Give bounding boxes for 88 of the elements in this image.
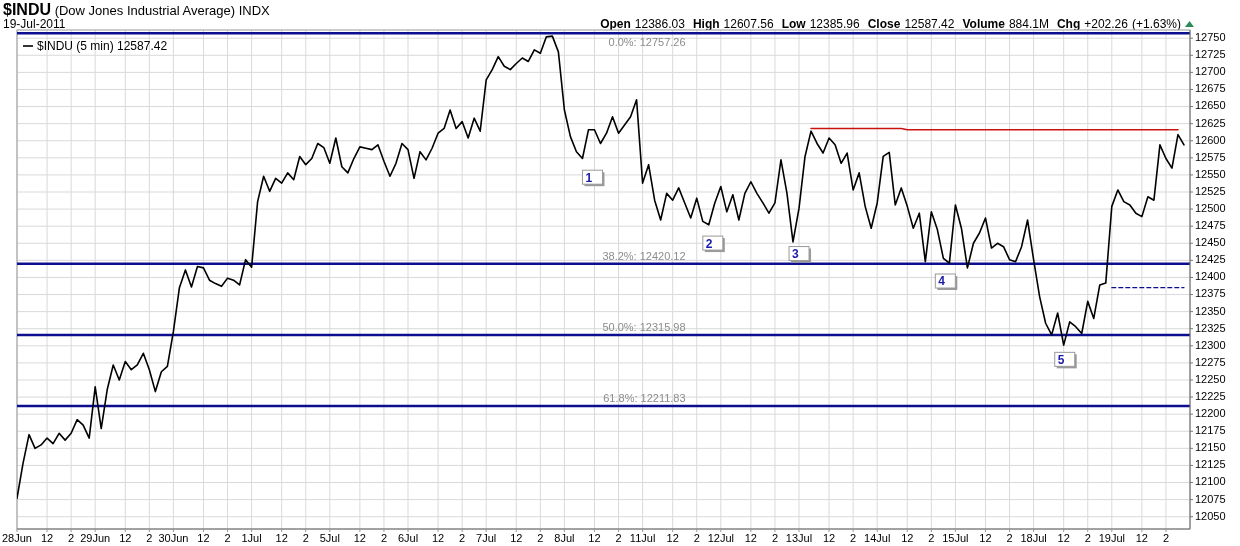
y-tick-label: 12575 [1195, 150, 1226, 163]
x-tick-label: 11Jul [629, 532, 656, 544]
x-tick-label: 5Jul [319, 532, 340, 544]
x-tick-label: 2 [1162, 532, 1169, 544]
y-tick-label: 12250 [1195, 372, 1226, 385]
annotation: 3 [792, 247, 800, 262]
annotation: 5 [1057, 352, 1065, 367]
x-tick-label: 2 [302, 532, 309, 544]
y-tick-label: 12100 [1195, 475, 1226, 488]
x-tick-label: 12 [979, 532, 992, 544]
y-tick-label: 12175 [1195, 424, 1226, 437]
x-tick-label: 12 [666, 532, 679, 544]
x-tick-label: 12 [901, 532, 914, 544]
x-tick-label: 2 [146, 532, 153, 544]
x-tick-label: 29Jun [80, 532, 111, 544]
x-tick-label: 8Jul [554, 532, 575, 544]
x-tick-label: 19Jul [1098, 532, 1125, 544]
x-tick-label: 2 [615, 532, 622, 544]
x-tick-label: 2 [380, 532, 387, 544]
x-tick-label: 12 [588, 532, 601, 544]
x-tick-label: 12 [197, 532, 210, 544]
x-tick-label: 2 [850, 532, 857, 544]
x-tick-label: 14Jul [864, 532, 891, 544]
annotation: 4 [938, 274, 946, 289]
x-tick-label: 12 [431, 532, 445, 544]
x-tick-label: 13Jul [785, 532, 813, 544]
x-tick-label: 1Jul [241, 532, 262, 544]
y-tick-label: 12150 [1195, 441, 1226, 454]
annotation: 1 [585, 170, 593, 185]
x-tick-label: 2 [693, 532, 700, 544]
y-tick-label: 12075 [1195, 492, 1226, 505]
x-tick-label: 12 [744, 532, 757, 544]
y-tick-label: 12475 [1195, 219, 1226, 232]
ref-line-label: 0.0%: 12757.26 [608, 36, 686, 49]
x-tick-label: 12 [1135, 532, 1148, 544]
x-tick-label: 7Jul [476, 532, 497, 544]
y-tick-label: 12325 [1195, 321, 1226, 334]
y-tick-label: 12450 [1195, 236, 1226, 249]
y-tick-label: 12550 [1195, 167, 1226, 180]
y-tick-label: 12300 [1195, 338, 1226, 351]
y-tick-label: 12750 [1195, 31, 1226, 44]
x-tick-label: 28Jun [2, 532, 32, 544]
x-tick-label: 12 [40, 532, 54, 544]
line-series [17, 35, 1185, 500]
ref-line-label: 38.2%: 12420.12 [602, 249, 686, 262]
y-tick-label: 12525 [1195, 184, 1226, 197]
x-tick-label: 30Jun [158, 532, 189, 544]
y-tick-label: 12425 [1195, 253, 1226, 266]
y-tick-label: 12200 [1195, 407, 1226, 420]
legend-label: $INDU (5 min) 12587.42 [37, 39, 168, 53]
y-tick-label: 12675 [1195, 82, 1226, 95]
x-tick-label: 12 [353, 532, 366, 544]
annotation: 2 [705, 236, 713, 251]
x-tick-label: 12 [119, 532, 132, 544]
x-tick-label: 12 [1057, 532, 1070, 544]
y-tick-label: 12125 [1195, 458, 1226, 471]
y-tick-label: 12500 [1195, 202, 1226, 214]
x-tick-label: 12 [275, 532, 288, 544]
ref-line-label: 61.8%: 12211.83 [603, 392, 686, 405]
y-tick-label: 12225 [1195, 389, 1226, 402]
x-tick-label: 2 [928, 532, 935, 544]
x-tick-label: 6Jul [397, 532, 419, 544]
x-tick-label: 12 [510, 532, 523, 544]
x-tick-label: 18Jul [1020, 532, 1047, 544]
y-tick-label: 12375 [1195, 287, 1226, 300]
chart-subtitle: 19-Jul-2011 [3, 17, 66, 31]
y-tick-label: 12625 [1195, 116, 1226, 129]
text: Open 12386.03 High 12607.56 Low 12385.96 Close 12587.42 Volume 884.1M Chg +202.26 (+1.63%) [600, 17, 1181, 31]
x-tick-label: 2 [537, 532, 544, 544]
x-tick-label: 12Jul [707, 532, 734, 544]
ref-line-label: 50.0%: 12315.98 [602, 320, 686, 333]
x-tick-label: 2 [1084, 532, 1091, 544]
x-tick-label: 12 [822, 532, 836, 544]
x-tick-label: 15Jul [942, 532, 969, 544]
x-tick-label: 2 [459, 532, 466, 544]
y-tick-label: 12275 [1195, 355, 1226, 368]
x-tick-label: 2 [771, 532, 778, 544]
x-tick-label: 2 [68, 532, 75, 544]
y-tick-label: 12050 [1195, 509, 1226, 522]
x-tick-label: 2 [1006, 532, 1013, 544]
y-tick-label: 12700 [1195, 65, 1226, 78]
y-tick-label: 12400 [1195, 270, 1226, 283]
chart-title: $INDU (Dow Jones Industrial Average) INDX [3, 1, 271, 18]
y-tick-label: 12725 [1195, 48, 1226, 61]
y-tick-label: 12600 [1195, 133, 1226, 146]
y-tick-label: 12650 [1195, 99, 1226, 112]
x-tick-label: 2 [224, 532, 231, 544]
y-tick-label: 12350 [1195, 304, 1226, 317]
